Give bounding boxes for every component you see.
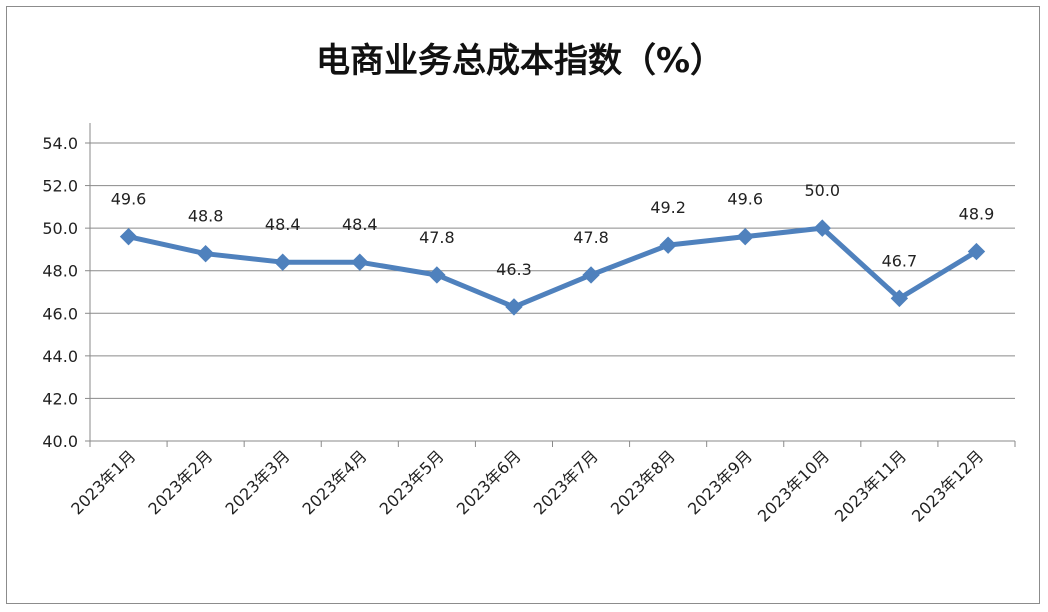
y-tick-label: 48.0 <box>42 262 78 281</box>
x-tick-label: 2023年6月 <box>453 446 525 518</box>
y-tick-label: 52.0 <box>42 177 78 196</box>
y-tick-label: 50.0 <box>42 219 78 238</box>
y-tick-label: 42.0 <box>42 389 78 408</box>
data-point-marker <box>428 266 446 284</box>
x-tick-label: 2023年4月 <box>299 446 371 518</box>
data-label: 49.2 <box>650 198 686 217</box>
data-point-marker <box>119 227 138 246</box>
data-point-marker <box>967 242 986 261</box>
data-label: 48.4 <box>265 215 301 234</box>
data-point-marker <box>813 219 831 237</box>
x-tick-label: 2023年1月 <box>67 446 139 518</box>
x-tick-label: 2023年12月 <box>908 446 987 525</box>
data-point-marker <box>890 289 909 308</box>
series-line <box>126 225 979 310</box>
grid-lines <box>90 142 1015 399</box>
x-tick-label: 2023年9月 <box>684 446 756 518</box>
data-point-marker <box>659 236 677 254</box>
series-group <box>119 219 986 316</box>
data-label: 50.0 <box>804 181 840 200</box>
y-tick-label: 54.0 <box>42 134 78 153</box>
data-label: 49.6 <box>727 190 763 209</box>
data-label: 48.9 <box>959 205 995 224</box>
y-tick-label: 40.0 <box>42 432 78 451</box>
y-tick-label: 44.0 <box>42 347 78 366</box>
data-point-marker <box>582 266 600 284</box>
x-tick-label: 2023年3月 <box>221 446 293 518</box>
x-tick-label: 2023年8月 <box>607 446 679 518</box>
data-label: 48.8 <box>188 207 224 226</box>
data-point-marker <box>505 298 523 316</box>
x-tick-label: 2023年11月 <box>831 446 910 525</box>
data-point-marker <box>196 244 215 263</box>
data-label: 46.3 <box>496 260 532 279</box>
data-labels: 49.6 48.8 48.4 48.4 47.8 46.3 47.8 49.2 49.6 50.0… <box>111 181 995 279</box>
axes <box>85 123 1016 447</box>
chart-title: 电商业务总成本指数（%） <box>316 41 724 81</box>
y-axis-ticks: 40.0 42.0 44.0 46.0 48.0 50.0 52.0 54.0 <box>42 134 78 451</box>
x-tick-label: 2023年7月 <box>530 446 602 518</box>
data-point-marker <box>274 253 292 271</box>
data-label: 48.4 <box>342 215 378 234</box>
data-point-marker <box>736 227 754 246</box>
data-label: 47.8 <box>419 228 455 247</box>
x-tick-label: 2023年10月 <box>754 446 833 525</box>
data-point-marker <box>351 253 369 271</box>
y-tick-label: 46.0 <box>42 304 78 323</box>
data-label: 47.8 <box>573 228 609 247</box>
x-axis-ticks: 2023年1月 2023年2月 2023年3月 2023年4月 2023年5月 2023年… <box>67 446 987 525</box>
data-label: 49.6 <box>111 190 147 209</box>
data-label: 46.7 <box>882 251 918 270</box>
x-tick-label: 2023年2月 <box>144 446 216 518</box>
x-tick-label: 2023年5月 <box>376 446 448 518</box>
